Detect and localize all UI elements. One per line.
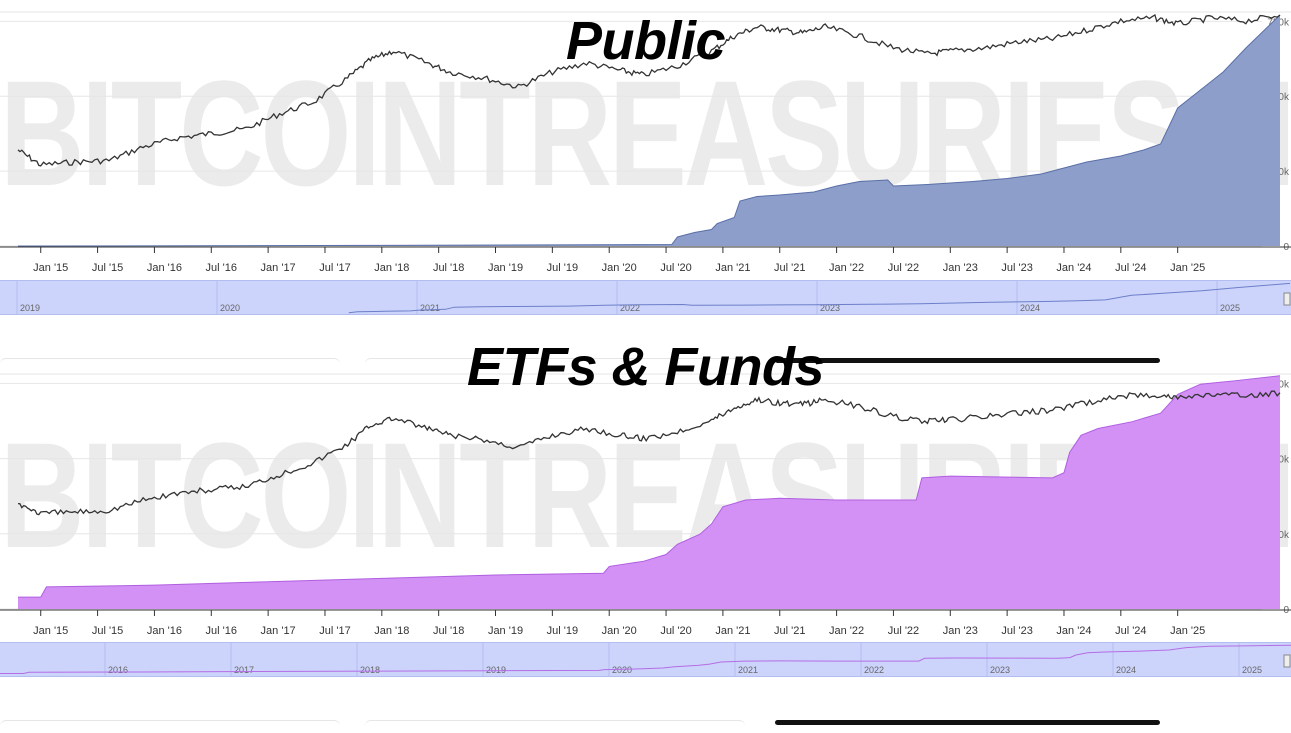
navigator-handle <box>1284 293 1290 305</box>
divider <box>0 720 340 733</box>
x-tick-label: Jan '16 <box>147 625 182 637</box>
navigator-label: 2024 <box>1116 665 1136 675</box>
navigator-label: 2018 <box>360 665 380 675</box>
x-tick-label: Jul '20 <box>660 262 691 274</box>
navigator-label: 2021 <box>738 665 758 675</box>
etfs-panel: BITCOINTREASURIES.NET tm 0400k800k1 200k… <box>0 340 1291 680</box>
x-tick-label: Jan '20 <box>602 262 637 274</box>
x-tick-label: Jan '22 <box>829 625 864 637</box>
x-tick-label: Jul '21 <box>774 262 805 274</box>
navigator[interactable]: 2016 2017 2018 2019 2020 2021 2022 2023 2024 2025 <box>0 642 1291 677</box>
navigator-label: 2022 <box>864 665 884 675</box>
x-tick-label: Jul '22 <box>888 625 919 637</box>
x-tick-label: Jan '22 <box>829 262 864 274</box>
x-tick-label: Jan '21 <box>715 625 750 637</box>
chart-title: ETFs & Funds <box>0 340 1291 394</box>
divider <box>365 720 745 733</box>
navigator[interactable]: 2019 2020 2021 2022 2023 2024 2025 <box>0 280 1291 315</box>
x-tick-label: Jan '17 <box>261 262 296 274</box>
x-tick-label: Jan '25 <box>1170 262 1205 274</box>
x-tick-label: Jan '21 <box>715 262 750 274</box>
navigator-label: 2020 <box>612 665 632 675</box>
navigator-label: 2021 <box>420 303 440 313</box>
x-tick-label: Jan '19 <box>488 625 523 637</box>
x-tick-label: Jan '25 <box>1170 625 1205 637</box>
navigator-label: 2023 <box>990 665 1010 675</box>
navigator-label: 2019 <box>486 665 506 675</box>
holdings-area <box>18 376 1280 609</box>
x-tick-label: Jan '24 <box>1056 262 1091 274</box>
x-tick-label: Jul '22 <box>888 262 919 274</box>
x-tick-label: Jul '16 <box>206 262 237 274</box>
divider-bar <box>775 720 1160 725</box>
x-tick-label: Jan '24 <box>1056 625 1091 637</box>
navigator-label: 2025 <box>1242 665 1262 675</box>
x-tick-label: Jan '19 <box>488 262 523 274</box>
navigator-label: 2017 <box>234 665 254 675</box>
x-tick-label: Jul '17 <box>319 262 350 274</box>
navigator-label: 2025 <box>1220 303 1240 313</box>
x-tick-label: Jul '18 <box>433 625 464 637</box>
x-tick-label: Jan '23 <box>943 625 978 637</box>
x-tick-label: Jul '23 <box>1001 625 1032 637</box>
x-tick-label: Jul '18 <box>433 262 464 274</box>
x-tick-label: Jan '16 <box>147 262 182 274</box>
x-tick-label: Jul '23 <box>1001 262 1032 274</box>
x-tick-label: Jan '15 <box>33 625 68 637</box>
navigator-handle <box>1284 655 1290 667</box>
x-tick-label: Jul '15 <box>92 262 123 274</box>
x-tick-label: Jul '21 <box>774 625 805 637</box>
x-tick-label: Jul '24 <box>1115 625 1146 637</box>
x-tick-label: Jul '17 <box>319 625 350 637</box>
x-tick-label: Jan '18 <box>374 625 409 637</box>
x-tick-label: Jan '17 <box>261 625 296 637</box>
x-tick-label: Jul '16 <box>206 625 237 637</box>
navigator-label: 2019 <box>20 303 40 313</box>
x-tick-label: Jan '15 <box>33 262 68 274</box>
navigator-label: 2024 <box>1020 303 1040 313</box>
x-tick-label: Jul '19 <box>547 262 578 274</box>
chart-title: Public <box>0 14 1291 68</box>
x-tick-label: Jul '20 <box>660 625 691 637</box>
x-tick-label: Jul '19 <box>547 625 578 637</box>
navigator-label: 2016 <box>108 665 128 675</box>
navigator-label: 2020 <box>220 303 240 313</box>
public-panel: BITCOINTREASURIES.NET tm 0250k500k750kJa… <box>0 0 1291 330</box>
x-tick-label: Jul '24 <box>1115 262 1146 274</box>
x-tick-label: Jan '18 <box>374 262 409 274</box>
navigator-series <box>0 645 1291 673</box>
x-tick-label: Jan '23 <box>943 262 978 274</box>
x-tick-label: Jan '20 <box>602 625 637 637</box>
x-tick-label: Jul '15 <box>92 625 123 637</box>
